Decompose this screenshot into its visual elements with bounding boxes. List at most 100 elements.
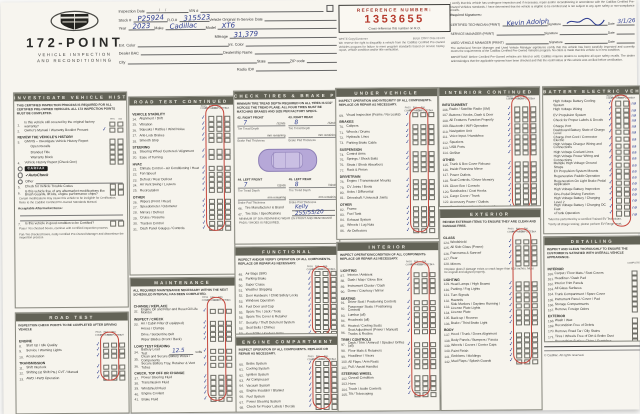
checkbox[interactable] (103, 375, 109, 381)
dealership-name-field[interactable] (254, 48, 337, 55)
checkbox[interactable] (616, 204, 622, 211)
checkbox[interactable] (623, 136, 630, 142)
checkbox[interactable] (103, 353, 109, 359)
checkbox[interactable] (632, 338, 638, 343)
checkbox[interactable] (430, 305, 436, 312)
checkbox[interactable] (118, 190, 124, 196)
checkbox[interactable] (118, 183, 124, 190)
state-field[interactable] (267, 56, 290, 64)
checkbox[interactable] (110, 159, 116, 165)
checkbox[interactable] (209, 187, 215, 193)
checkbox[interactable] (210, 348, 216, 355)
checkbox[interactable] (428, 112, 434, 118)
checkbox[interactable] (422, 288, 428, 294)
checkbox[interactable] (224, 154, 231, 160)
checkbox[interactable] (210, 362, 216, 369)
checkbox[interactable] (109, 121, 115, 127)
checkbox[interactable] (218, 396, 225, 402)
checkbox[interactable] (217, 187, 223, 193)
checkbox[interactable] (422, 364, 428, 370)
service-manager-print-field[interactable] (496, 27, 545, 36)
checkbox[interactable] (615, 143, 622, 149)
checkbox[interactable] (616, 162, 622, 168)
checkbox[interactable] (615, 149, 622, 155)
tread-depth-line[interactable]: 8/32nds (288, 180, 337, 188)
checkbox[interactable] (522, 150, 529, 156)
mileage-field[interactable]: 31,379 (229, 29, 337, 39)
checkbox[interactable] (615, 129, 622, 135)
checkbox[interactable] (516, 358, 522, 365)
checkbox[interactable] (111, 375, 117, 381)
checkbox[interactable] (225, 225, 231, 231)
checkbox[interactable] (616, 155, 622, 161)
checkbox[interactable] (118, 220, 124, 227)
service-manager-date-field[interactable] (616, 27, 635, 35)
checkbox[interactable] (414, 391, 421, 398)
checkbox[interactable] (111, 353, 117, 359)
checkbox[interactable] (218, 336, 224, 343)
checkbox[interactable] (623, 143, 630, 149)
checkbox[interactable] (117, 127, 124, 133)
checkbox[interactable] (516, 320, 522, 326)
radio-circle[interactable] (17, 178, 24, 185)
used-manager-signature-field[interactable] (564, 36, 609, 44)
brake-pad-line[interactable]: mm remaining (288, 131, 337, 139)
checkbox[interactable] (616, 180, 622, 186)
checkbox[interactable] (624, 155, 630, 161)
checkbox[interactable] (209, 225, 215, 232)
checkbox[interactable] (414, 329, 420, 335)
technician-print-field[interactable]: Kevin Adolph (502, 17, 549, 27)
checkbox[interactable] (524, 303, 530, 309)
checkbox[interactable] (430, 391, 437, 397)
technician-signature-field[interactable] (562, 17, 608, 26)
checkbox[interactable] (616, 174, 622, 180)
checkbox[interactable] (515, 204, 521, 208)
inservice-date-field[interactable] (264, 14, 337, 22)
used-manager-print-field[interactable] (505, 36, 550, 45)
checkbox[interactable] (623, 129, 630, 135)
checkbox[interactable] (117, 121, 123, 127)
checkbox[interactable] (413, 194, 419, 201)
brake-pad-line[interactable]: mm remaining (237, 193, 286, 201)
tread-depth-line[interactable]: 7/32nds (237, 180, 286, 188)
checkbox[interactable] (624, 197, 630, 204)
checkbox[interactable] (430, 341, 436, 348)
checkbox[interactable] (430, 364, 436, 370)
checkbox[interactable] (429, 167, 435, 173)
checkbox[interactable] (616, 191, 622, 198)
checkbox[interactable] (624, 204, 630, 211)
int-color-field[interactable] (245, 39, 337, 47)
checkbox[interactable] (422, 391, 429, 397)
checkbox[interactable] (421, 227, 427, 234)
checkbox[interactable] (516, 297, 522, 303)
checkbox[interactable] (210, 336, 216, 343)
make-field[interactable]: Cadillac (165, 21, 206, 31)
checkbox[interactable] (532, 358, 538, 365)
city-field[interactable] (127, 57, 257, 65)
checkbox[interactable] (616, 197, 622, 204)
checkbox[interactable] (315, 404, 322, 410)
checkbox[interactable] (624, 210, 630, 217)
write-in-line[interactable]: 12.5 (168, 348, 194, 355)
checkbox[interactable] (110, 220, 116, 227)
checkbox[interactable] (208, 137, 215, 144)
checkbox[interactable] (421, 194, 427, 201)
checkbox[interactable] (210, 396, 217, 402)
checkbox[interactable] (208, 154, 215, 160)
checkbox[interactable] (523, 204, 529, 208)
checkbox[interactable] (422, 341, 428, 348)
vin-checkbox[interactable] (326, 5, 334, 13)
checkbox[interactable] (331, 330, 337, 335)
checkbox[interactable] (632, 306, 638, 313)
checkbox[interactable] (226, 348, 232, 355)
service-manager-signature-field[interactable] (559, 27, 608, 35)
checkbox[interactable] (524, 358, 530, 365)
checkbox[interactable] (414, 299, 420, 306)
checkbox[interactable] (210, 355, 216, 362)
model-field[interactable]: XT6 (217, 21, 337, 30)
other-write-in-line[interactable] (35, 178, 123, 185)
checkbox[interactable] (414, 341, 420, 348)
checkbox[interactable] (210, 308, 216, 314)
checkbox[interactable] (615, 100, 621, 107)
checkbox[interactable] (413, 167, 419, 173)
